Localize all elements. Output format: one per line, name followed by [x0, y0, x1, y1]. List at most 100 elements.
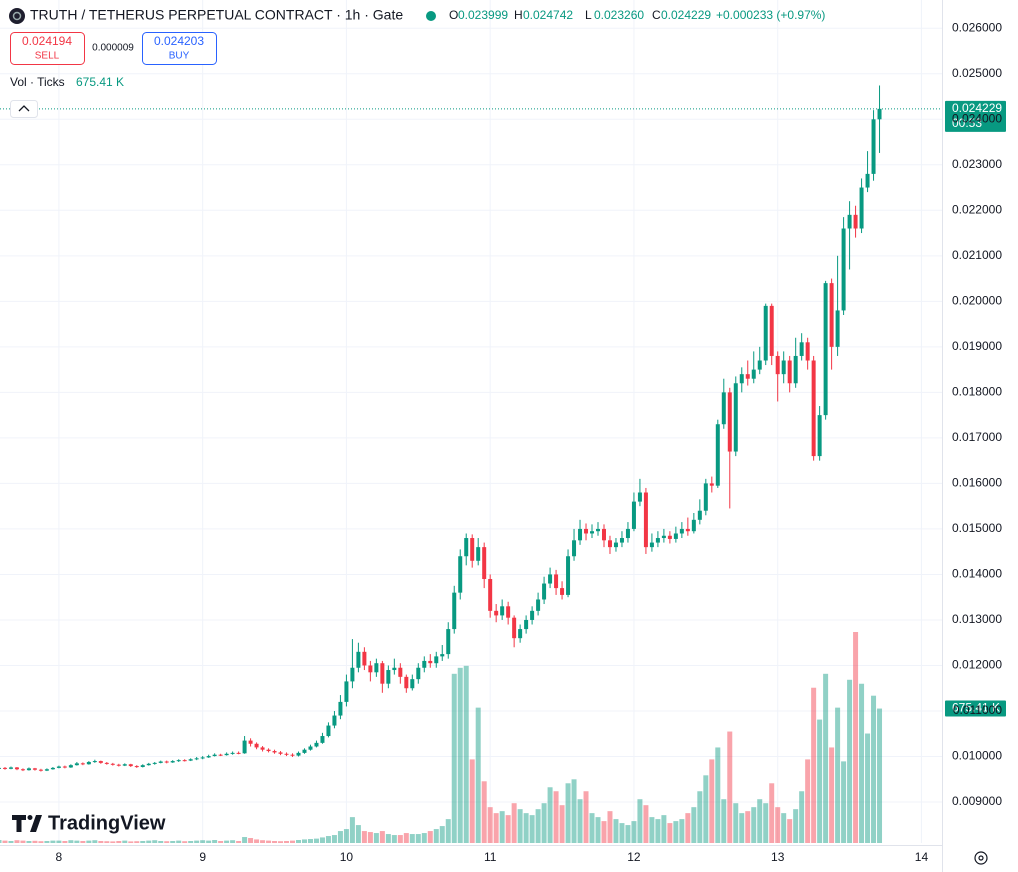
legend-value: 0.023260	[594, 8, 644, 22]
volume-bar	[134, 841, 140, 843]
settings-icon[interactable]	[974, 851, 988, 865]
y-tick-label: 0.021000	[952, 248, 1002, 262]
sell-label[interactable]: SELL	[35, 51, 60, 62]
x-tick-label: 11	[484, 850, 497, 864]
candle-body	[116, 764, 121, 766]
buy-price[interactable]: 0.024203	[154, 34, 204, 48]
volume-bar	[847, 679, 853, 843]
candle-body	[272, 751, 277, 753]
candle-body	[781, 360, 786, 375]
legend-key: O	[449, 8, 458, 22]
volume-bar	[649, 817, 655, 843]
volume-bar	[811, 687, 817, 843]
y-tick-label: 0.024000	[952, 111, 1002, 125]
volume-bar	[0, 840, 2, 843]
candle-body	[637, 492, 642, 502]
sell-button[interactable]	[10, 32, 85, 65]
volume-bar	[224, 840, 230, 843]
volume-bar	[2, 840, 8, 843]
candle-body	[691, 519, 696, 532]
candle-body	[631, 501, 636, 529]
sell-price[interactable]: 0.024194	[22, 34, 72, 48]
candle-body	[122, 764, 127, 766]
candle-body	[817, 415, 822, 457]
volume-bar	[553, 791, 559, 843]
candle-body	[230, 752, 235, 754]
volume-bar	[559, 805, 565, 843]
volume-bar	[182, 841, 188, 843]
collapse-button[interactable]	[10, 100, 38, 118]
legend-value: 0.023999	[458, 8, 508, 22]
candle-body	[590, 531, 595, 534]
volume-bar	[793, 809, 799, 843]
volume-bar	[475, 707, 481, 843]
market-status[interactable]	[426, 11, 436, 21]
y-tick-label: 0.013000	[952, 612, 1002, 626]
candle-body	[290, 754, 295, 756]
candle-body	[458, 556, 463, 593]
buy-button[interactable]	[142, 32, 217, 65]
volume-bar	[445, 819, 451, 843]
volume-bar	[835, 707, 841, 843]
candle-body	[260, 747, 265, 750]
volume-bar	[14, 840, 20, 843]
volume-bar	[709, 759, 715, 843]
x-tick-label: 9	[199, 850, 206, 864]
candle-body	[673, 533, 678, 539]
candle-body	[811, 360, 816, 457]
volume-bar	[194, 840, 200, 843]
volume-bar	[691, 807, 697, 843]
volume-bar	[32, 840, 38, 843]
candle-body	[679, 528, 684, 534]
candle-body	[332, 715, 337, 726]
volume-bar	[805, 759, 811, 843]
y-tick-label: 0.011000	[953, 703, 1002, 717]
volume-bar	[427, 831, 433, 843]
candle-body	[578, 528, 583, 541]
volume-bar	[457, 667, 463, 843]
volume-bar	[212, 840, 218, 843]
symbol-title[interactable]: TRUTH / TETHERUS PERPETUAL CONTRACT · 1h…	[30, 7, 403, 23]
candle-body	[482, 547, 487, 579]
candle-body	[643, 492, 648, 548]
candle-body	[410, 679, 415, 689]
candle-body	[62, 766, 67, 768]
candle-body	[853, 214, 858, 229]
volume-bar	[20, 840, 26, 843]
volume-bar	[355, 825, 361, 843]
volume-bar	[601, 821, 607, 843]
candle-body	[314, 742, 319, 747]
candle-body	[805, 342, 810, 361]
legend-value: 0.024229	[661, 8, 711, 22]
candle-body	[745, 374, 750, 379]
volume-bar	[871, 695, 877, 843]
settings-button[interactable]	[974, 851, 988, 865]
candle-body	[739, 374, 744, 384]
legend-key: L	[585, 8, 592, 22]
volume-bar	[625, 825, 631, 843]
volume-bar	[176, 840, 182, 843]
candle-body	[685, 528, 690, 532]
volume-bar	[26, 841, 32, 843]
volume-title[interactable]: Vol · Ticks	[10, 75, 65, 89]
candle-body	[697, 510, 702, 520]
volume-bar	[463, 665, 469, 843]
symbol-logo[interactable]	[9, 8, 25, 24]
candle-body	[206, 756, 211, 758]
y-tick-label: 0.014000	[952, 567, 1002, 581]
candle-body	[560, 588, 565, 595]
candle-body	[476, 547, 481, 561]
volume-bar	[505, 815, 511, 843]
volume-bar	[146, 840, 152, 843]
candle-body	[182, 760, 187, 762]
candle-body	[494, 610, 499, 616]
candle-body	[763, 305, 768, 361]
volume-bar	[757, 799, 763, 843]
volume-bar	[589, 813, 595, 843]
volume-bar	[829, 747, 835, 843]
volume-bar	[230, 840, 236, 843]
buy-label[interactable]: BUY	[169, 51, 190, 62]
volume-bar	[745, 811, 751, 843]
